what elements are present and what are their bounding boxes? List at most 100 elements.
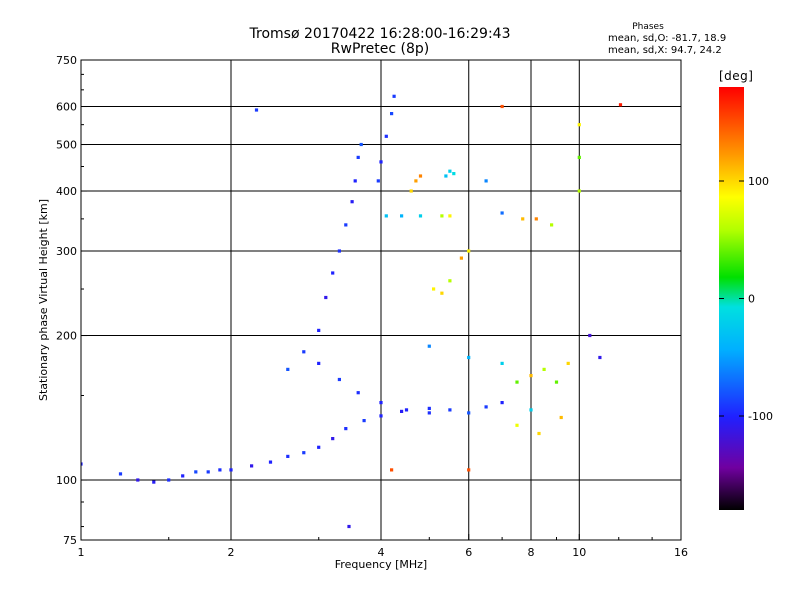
- data-point: [440, 214, 444, 218]
- data-point: [598, 355, 602, 360]
- y-tick-label: 300: [56, 245, 77, 258]
- data-point: [618, 103, 623, 107]
- data-point: [379, 414, 383, 418]
- data-point: [376, 179, 380, 183]
- y-tick-label: 750: [56, 54, 77, 67]
- data-point: [286, 367, 290, 371]
- data-point: [404, 408, 409, 412]
- data-point: [302, 350, 306, 354]
- colorbar-tick-label: 100: [748, 175, 769, 188]
- data-point: [444, 174, 448, 178]
- data-point: [181, 474, 185, 478]
- data-point: [448, 169, 452, 173]
- colorbar-label: [deg]: [719, 69, 754, 83]
- data-point: [500, 211, 504, 215]
- chart-title-line2: RwPretec (8p): [330, 41, 430, 57]
- data-point: [317, 328, 321, 332]
- colorbar-tick-label: 0: [748, 293, 755, 306]
- data-point: [414, 179, 418, 183]
- data-point: [537, 431, 541, 436]
- data-point: [577, 189, 581, 193]
- data-point: [347, 524, 351, 529]
- data-point: [500, 401, 504, 405]
- data-point: [427, 411, 431, 415]
- data-point: [577, 155, 581, 159]
- x-tick-label: 16: [674, 546, 688, 559]
- data-point: [521, 217, 525, 221]
- data-point: [432, 287, 436, 291]
- data-point: [390, 468, 394, 472]
- data-point: [350, 200, 354, 204]
- data-point: [353, 179, 357, 183]
- data-point: [484, 405, 488, 409]
- data-point: [337, 377, 341, 382]
- data-point: [317, 361, 321, 365]
- data-point: [229, 468, 233, 472]
- data-point: [566, 361, 570, 365]
- data-point: [344, 223, 348, 227]
- data-point: [418, 174, 423, 178]
- data-point: [286, 454, 290, 458]
- data-point: [542, 367, 546, 371]
- data-points: [81, 94, 623, 529]
- data-point: [118, 472, 123, 476]
- data-point: [81, 462, 83, 466]
- data-point: [362, 419, 366, 423]
- x-tick-label: 2: [228, 546, 235, 559]
- data-point: [331, 271, 335, 275]
- y-axis-ticks: 75 100 200 300 400 500 600 750: [56, 54, 87, 547]
- x-tick-label: 8: [528, 546, 535, 559]
- phases-o-stats: mean, sd,O: -81.7, 18.9: [608, 33, 727, 44]
- colorbar-tick-label: -100: [748, 410, 773, 423]
- data-point: [167, 478, 171, 482]
- data-point: [418, 214, 423, 218]
- data-point: [136, 478, 140, 482]
- data-point: [554, 380, 559, 384]
- data-point: [467, 355, 471, 360]
- y-tick-label: 500: [56, 139, 77, 152]
- colorbar-ticks: 100 0 -100: [719, 175, 773, 423]
- data-point: [427, 344, 431, 348]
- data-point: [359, 142, 363, 147]
- data-point: [467, 249, 471, 253]
- data-point: [529, 374, 533, 378]
- y-axis-label: Stationary phase Virtual Height [km]: [37, 199, 50, 401]
- data-point: [379, 401, 383, 405]
- data-point: [515, 423, 519, 427]
- x-tick-label: 4: [378, 546, 385, 559]
- data-point: [448, 214, 452, 218]
- data-point: [452, 172, 456, 176]
- y-tick-label: 200: [56, 330, 77, 343]
- data-point: [500, 361, 504, 365]
- data-point: [356, 155, 360, 159]
- data-point: [356, 391, 360, 395]
- x-axis-label: Frequency [MHz]: [335, 558, 427, 571]
- data-point: [344, 427, 348, 431]
- data-point: [427, 406, 431, 410]
- x-tick-label: 1: [78, 546, 85, 559]
- data-point: [559, 415, 563, 420]
- data-point: [206, 470, 210, 474]
- data-point: [448, 279, 452, 283]
- data-point: [577, 123, 581, 127]
- data-point: [317, 445, 321, 449]
- data-point: [588, 333, 592, 338]
- data-point: [331, 437, 335, 441]
- y-tick-label: 75: [63, 534, 77, 547]
- x-axis-ticks: 1 2 4 6 8 10 16: [78, 534, 688, 559]
- data-point: [467, 468, 471, 472]
- x-tick-label: 10: [572, 546, 586, 559]
- data-point: [302, 451, 306, 455]
- data-point: [550, 223, 554, 227]
- data-point: [467, 411, 471, 415]
- data-point: [515, 380, 519, 384]
- phases-title: Phases: [632, 22, 664, 32]
- data-point: [459, 256, 463, 260]
- data-point: [390, 112, 394, 116]
- data-point: [440, 291, 444, 295]
- data-point: [400, 409, 404, 413]
- data-point: [152, 480, 156, 484]
- data-point: [529, 408, 533, 412]
- data-point: [337, 249, 341, 253]
- data-point: [379, 160, 383, 164]
